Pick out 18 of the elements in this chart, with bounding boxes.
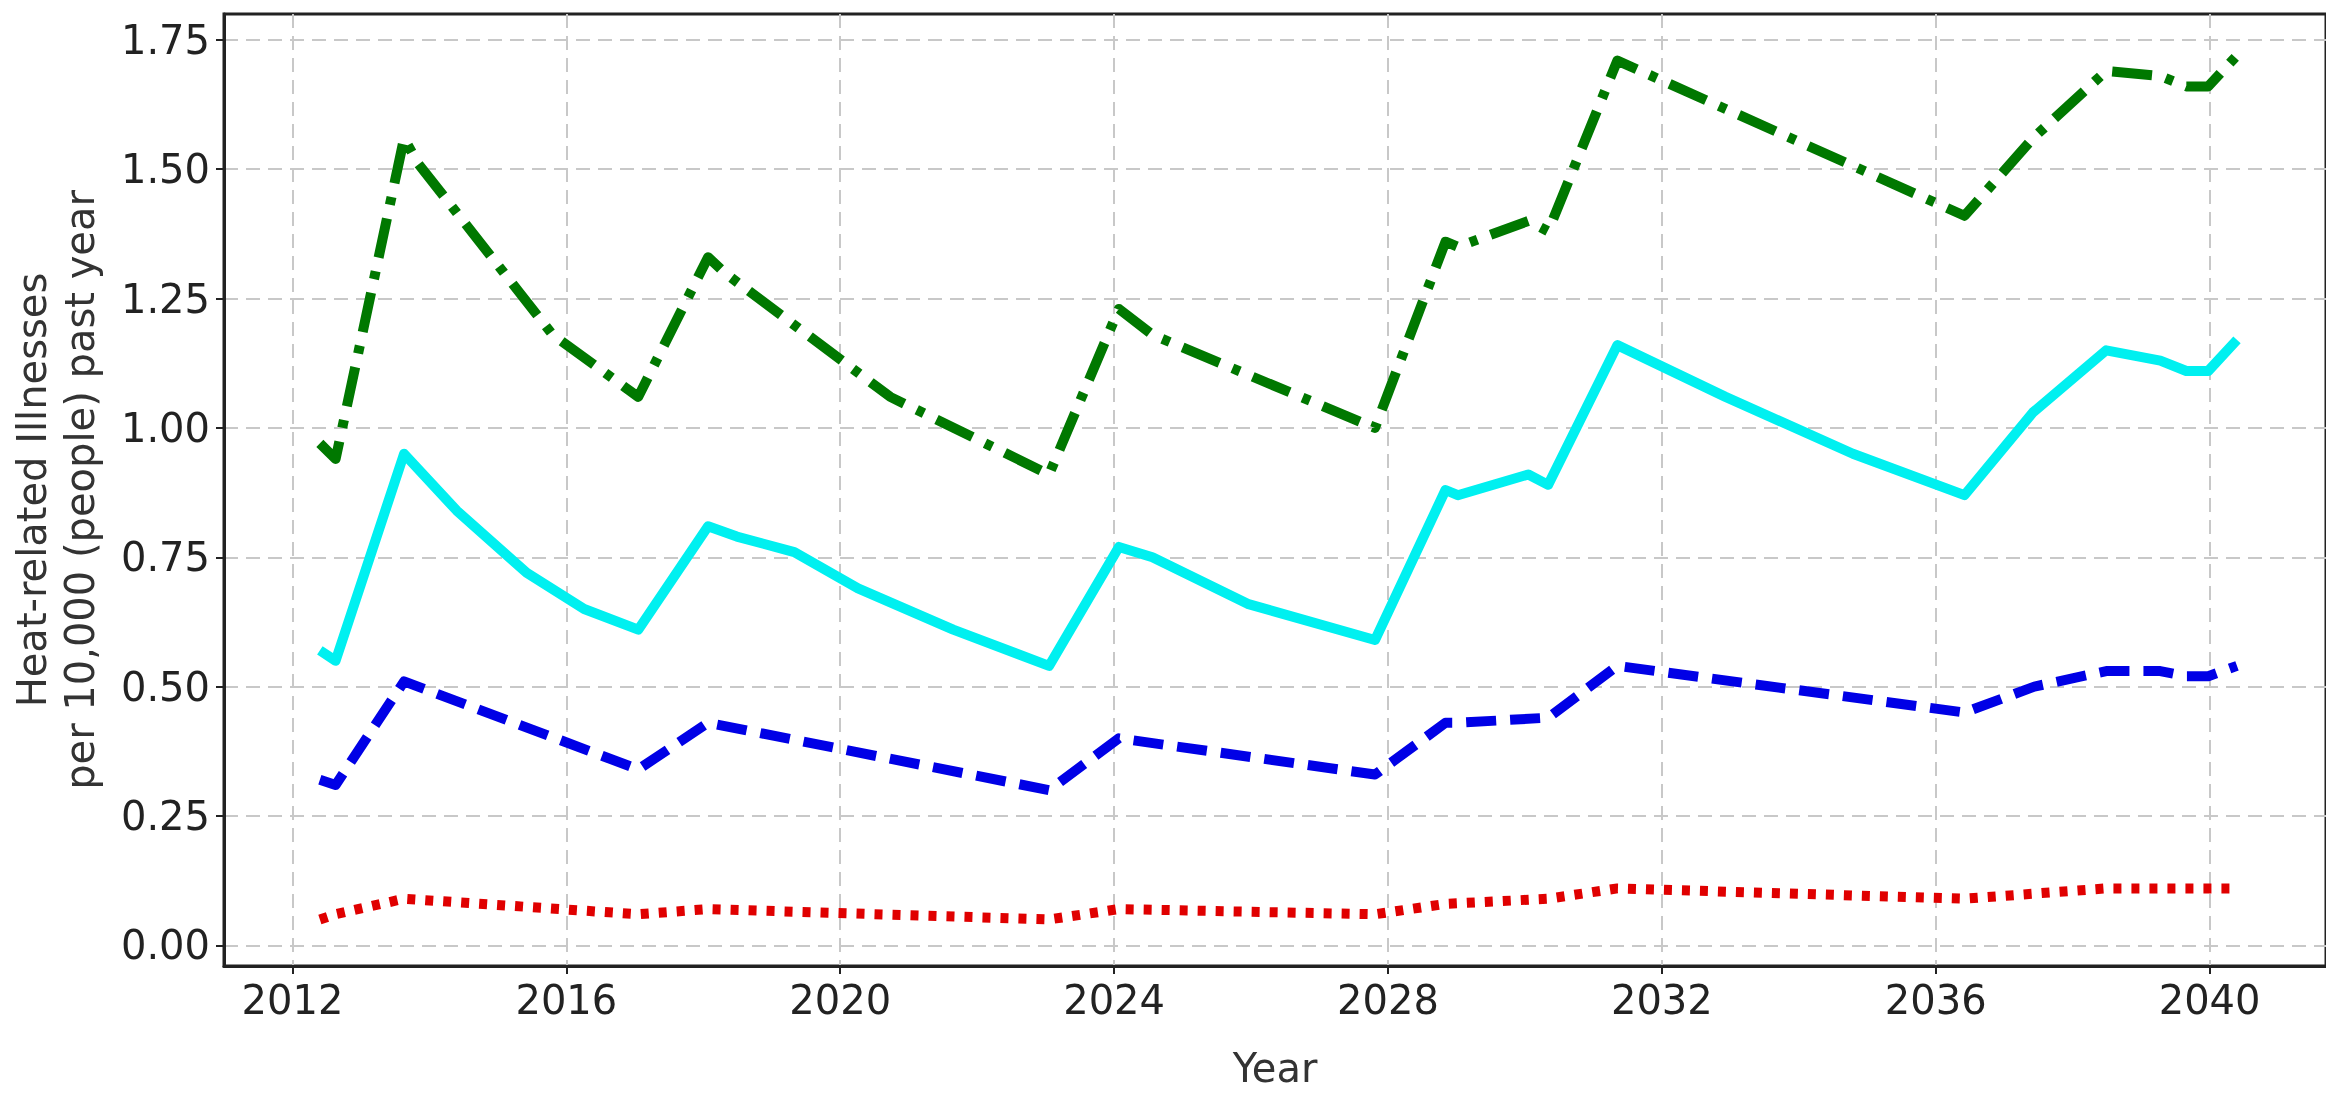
x-tick-label: 2024 [1063,977,1165,1023]
x-tick-label: 2040 [2158,977,2261,1023]
y-tick-label: 0.75 [120,534,210,581]
y-tick-label: 1.50 [120,146,210,193]
x-tick-label: 2016 [515,977,618,1023]
x-tick-label: 2036 [1884,977,1987,1023]
y-tick-label: 0.00 [120,922,210,969]
y-tick-label: 0.25 [120,792,210,839]
y-tick-label: 1.75 [120,16,210,63]
x-tick-label: 2032 [1610,977,1713,1023]
y-axis-title: Heat-related Illnesses per 10,000 (people) past year [9,189,103,790]
x-axis-title: Year [1231,1045,1318,1091]
x-tick-label: 2012 [241,977,344,1023]
y-tick-label: 0.50 [120,663,210,710]
x-tick-label: 2020 [789,977,892,1023]
x-tick-label: 2028 [1337,977,1439,1023]
y-tick-label: 1.00 [120,404,210,451]
y-tick-label: 1.25 [120,275,210,322]
